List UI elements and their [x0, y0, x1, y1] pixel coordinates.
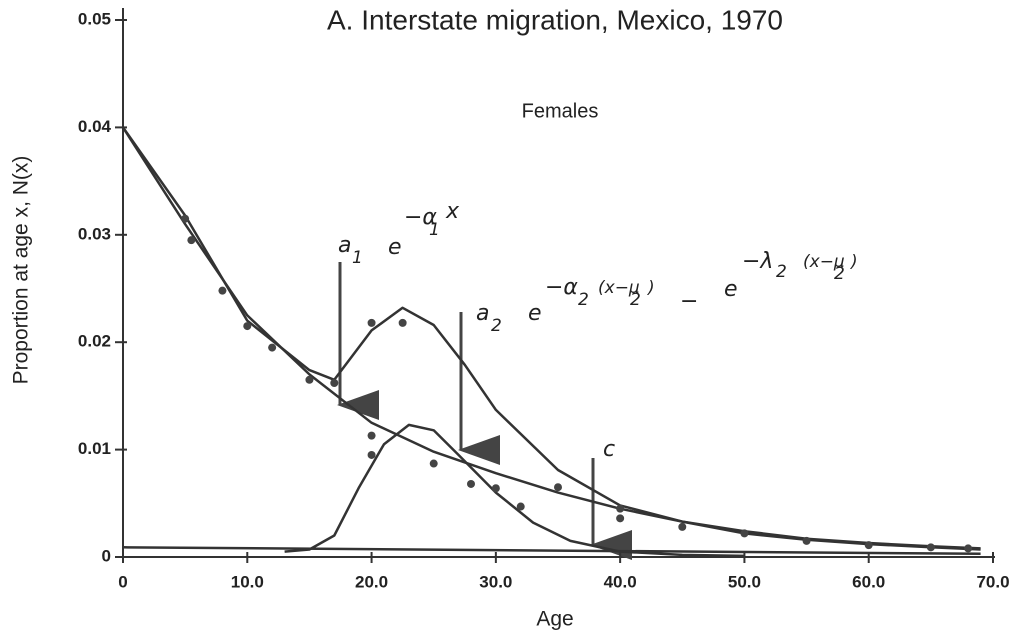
line — [122, 546, 981, 556]
annotation: e — [388, 235, 402, 260]
line — [121, 126, 981, 551]
annotation: ) — [646, 278, 655, 298]
observed-point — [181, 214, 190, 223]
subtitle: Females — [522, 100, 599, 122]
observed-point — [802, 536, 811, 545]
observed-point — [367, 318, 376, 327]
y-axis-label: Proportion at age x, N(x) — [10, 156, 33, 385]
observed-point — [740, 529, 749, 538]
line — [121, 126, 981, 550]
x-axis-label: Age — [536, 608, 573, 631]
observed-point — [964, 544, 973, 553]
x-tick-label: 60.0 — [852, 572, 885, 591]
annotation: 2 — [491, 316, 502, 336]
observed-point — [616, 504, 625, 513]
observed-point — [554, 483, 562, 492]
annotation: ) — [849, 252, 858, 272]
x-tick-label: 50.0 — [728, 572, 761, 591]
observed-point — [243, 322, 252, 331]
x-tick-label: 20.0 — [355, 572, 388, 591]
annotation: − — [680, 289, 698, 314]
annotation: x — [445, 199, 460, 224]
y-tick-label: 0.05 — [78, 9, 111, 28]
annotation: a — [338, 233, 351, 258]
annotation: −λ — [742, 249, 773, 274]
observed-point — [398, 318, 407, 327]
y-tick-label: 0 — [102, 546, 111, 565]
x-tick-label: 30.0 — [479, 572, 512, 591]
annotation: 1 — [352, 248, 363, 268]
annotation: −α — [404, 205, 437, 230]
observed-point — [516, 502, 525, 511]
observed-point — [678, 522, 687, 531]
observed-point — [187, 236, 196, 245]
annotation: e — [528, 301, 542, 326]
observed-point — [864, 541, 873, 550]
observed-point — [926, 543, 935, 552]
annotation: (x−μ — [598, 278, 640, 298]
line — [284, 423, 745, 558]
observed-point — [305, 375, 314, 384]
x-tick-label: 10.0 — [231, 572, 264, 591]
y-tick-label: 0.03 — [78, 224, 111, 243]
x-tick-label: 70.0 — [976, 572, 1009, 591]
annotation: 2 — [776, 262, 787, 282]
annotation: a — [476, 301, 489, 326]
x-tick-label: 40.0 — [604, 572, 637, 591]
y-tick-label: 0.04 — [78, 117, 112, 136]
annotation: 2 — [630, 290, 641, 310]
observed-point — [330, 379, 339, 388]
y-tick-label: 0.02 — [78, 332, 111, 351]
annotation: −α — [545, 275, 578, 300]
observed-point — [616, 514, 625, 523]
observed-point — [491, 484, 500, 493]
observed-point — [467, 479, 475, 488]
x-tick-label: 0 — [118, 572, 127, 591]
observed-point — [367, 431, 376, 440]
annotation: e — [724, 277, 738, 302]
annotation: 2 — [834, 264, 845, 284]
y-tick-label: 0.01 — [78, 439, 111, 458]
observed-point — [218, 286, 227, 295]
observed-point — [429, 459, 438, 468]
chart-title: A. Interstate migration, Mexico, 1970 — [327, 4, 783, 35]
observed-point — [367, 450, 376, 459]
annotation: 2 — [578, 290, 589, 310]
observed-point — [268, 343, 277, 352]
annotation: 1 — [429, 220, 440, 240]
annotation: c — [603, 437, 615, 462]
annotation: (x−μ — [803, 252, 845, 272]
